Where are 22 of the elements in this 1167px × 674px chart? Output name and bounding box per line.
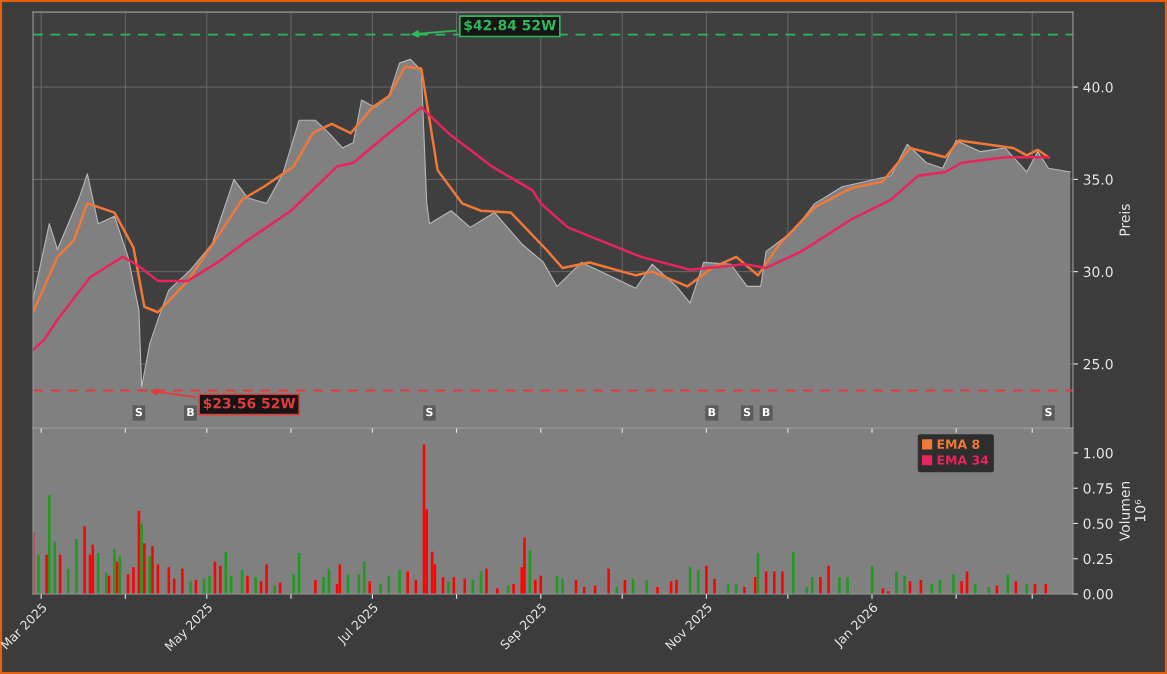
annotation: $42.84 52W <box>464 19 556 33</box>
annotation: S <box>135 407 143 417</box>
legend-label: EMA 8 <box>937 439 980 449</box>
y-tick-label: 0.00 <box>1083 588 1113 600</box>
annotation: S <box>1045 407 1052 417</box>
annotation: B <box>762 408 770 417</box>
annotation: S <box>426 407 433 417</box>
legend-label: EMA 34 <box>937 455 989 465</box>
annotation: B <box>187 408 194 417</box>
y-tick-label: 40.0 <box>1083 82 1113 93</box>
y-tick-label: 1.00 <box>1084 447 1113 459</box>
y-tick-label: 35.0 <box>1083 174 1113 185</box>
annotation: $23.56 52W <box>203 397 296 411</box>
y-tick-label: 0.75 <box>1083 483 1113 494</box>
y-tick-label: 0.25 <box>1083 553 1113 565</box>
y-axis-title: Volumen 10⁶ <box>1119 481 1146 542</box>
annotation: B <box>708 408 716 417</box>
y-tick-label: 30.0 <box>1083 266 1113 278</box>
y-tick-label: 0.50 <box>1083 518 1113 529</box>
y-axis-title: Preis <box>1119 204 1130 236</box>
y-tick-label: 25.0 <box>1083 358 1113 370</box>
annotation: S <box>743 407 751 417</box>
